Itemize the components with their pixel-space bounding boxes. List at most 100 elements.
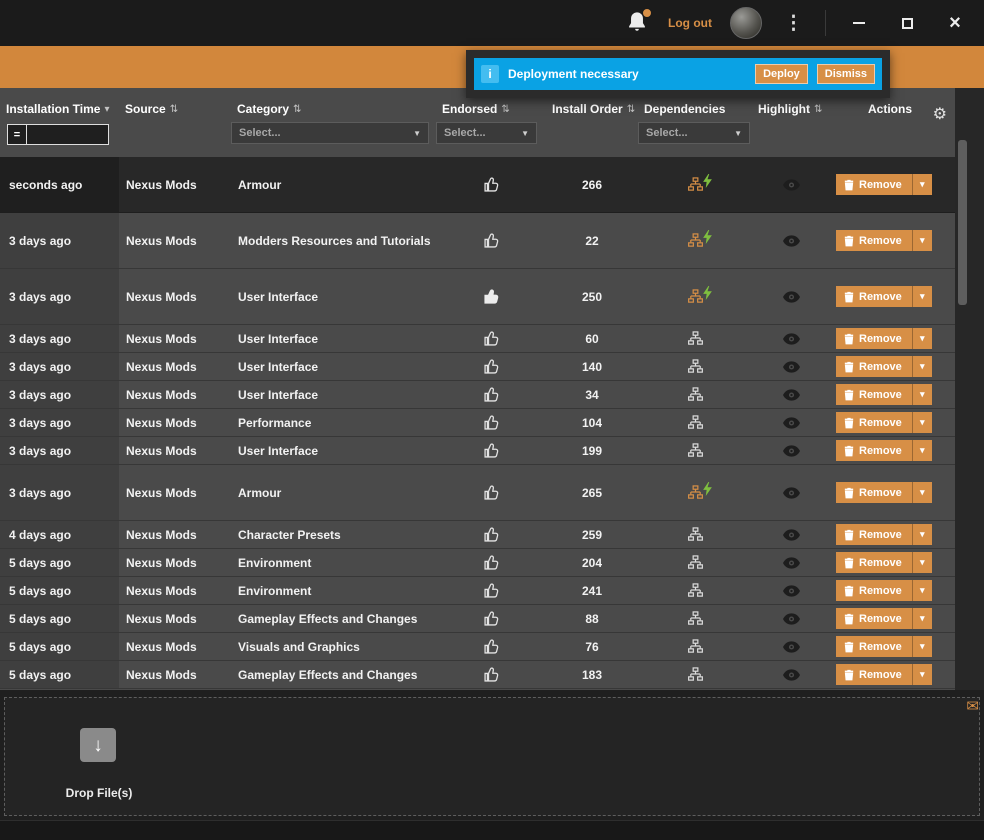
- menu-dots-button[interactable]: ⋮: [784, 12, 803, 34]
- remove-button[interactable]: Remove: [836, 412, 912, 433]
- endorsed-filter-select[interactable]: Select... ▼: [436, 122, 537, 144]
- remove-dropdown-caret[interactable]: ▾: [911, 356, 932, 377]
- dismiss-button[interactable]: Dismiss: [816, 64, 875, 84]
- dependencies-icon-button[interactable]: [687, 527, 703, 542]
- highlight-eye-button[interactable]: [782, 332, 800, 345]
- column-header-highlight[interactable]: Highlight ⇅: [752, 102, 830, 116]
- remove-button[interactable]: Remove: [836, 552, 912, 573]
- mod-table-row[interactable]: 5 days ago Nexus Mods Visuals and Graphi…: [0, 633, 955, 661]
- highlight-eye-button[interactable]: [782, 234, 800, 247]
- mod-table-row[interactable]: 5 days ago Nexus Mods Gameplay Effects a…: [0, 661, 955, 689]
- highlight-eye-button[interactable]: [782, 290, 800, 303]
- drop-files-zone[interactable]: ↓ Drop File(s): [4, 697, 980, 816]
- endorse-thumb-button[interactable]: [483, 289, 499, 304]
- scrollbar-thumb[interactable]: [958, 140, 967, 305]
- remove-button[interactable]: Remove: [836, 608, 912, 629]
- dependencies-filter-select[interactable]: Select... ▼: [638, 122, 750, 144]
- remove-button[interactable]: Remove: [836, 524, 912, 545]
- envelope-icon[interactable]: ✉: [966, 698, 979, 715]
- dependencies-icon-button[interactable]: [687, 583, 703, 598]
- remove-button[interactable]: Remove: [836, 580, 912, 601]
- remove-dropdown-caret[interactable]: ▾: [911, 230, 932, 251]
- gear-icon[interactable]: ⚙: [932, 106, 947, 123]
- endorse-thumb-button[interactable]: [483, 611, 499, 626]
- mod-table-row[interactable]: 3 days ago Nexus Mods Modders Resources …: [0, 213, 955, 269]
- endorse-thumb-button[interactable]: [483, 359, 499, 374]
- endorse-thumb-button[interactable]: [483, 415, 499, 430]
- endorse-thumb-button[interactable]: [483, 583, 499, 598]
- highlight-eye-button[interactable]: [782, 612, 800, 625]
- endorse-thumb-button[interactable]: [483, 639, 499, 654]
- deploy-button[interactable]: Deploy: [755, 64, 808, 84]
- column-header-installation-time[interactable]: Installation Time ▾: [0, 102, 119, 116]
- dependencies-icon-button[interactable]: [687, 230, 712, 248]
- highlight-eye-button[interactable]: [782, 178, 800, 191]
- endorse-thumb-button[interactable]: [483, 667, 499, 682]
- column-header-category[interactable]: Category ⇅: [231, 102, 436, 116]
- mod-table-row[interactable]: 3 days ago Nexus Mods User Interface 34: [0, 381, 955, 409]
- endorse-thumb-button[interactable]: [483, 527, 499, 542]
- mod-table-row[interactable]: 3 days ago Nexus Mods User Interface 140: [0, 353, 955, 381]
- remove-button[interactable]: Remove: [836, 664, 912, 685]
- dependencies-icon-button[interactable]: [687, 174, 712, 192]
- remove-button[interactable]: Remove: [836, 174, 912, 195]
- endorse-thumb-button[interactable]: [483, 555, 499, 570]
- remove-button[interactable]: Remove: [836, 328, 912, 349]
- remove-button[interactable]: Remove: [836, 384, 912, 405]
- dependencies-icon-button[interactable]: [687, 331, 703, 346]
- mod-table-row[interactable]: 3 days ago Nexus Mods User Interface 60: [0, 325, 955, 353]
- remove-dropdown-caret[interactable]: ▾: [911, 664, 932, 685]
- highlight-eye-button[interactable]: [782, 528, 800, 541]
- column-header-dependencies[interactable]: Dependencies: [638, 102, 752, 116]
- mod-table-row[interactable]: 3 days ago Nexus Mods Armour 265: [0, 465, 955, 521]
- mod-table-row[interactable]: 5 days ago Nexus Mods Environment 204: [0, 549, 955, 577]
- scrollbar-track[interactable]: [955, 88, 984, 690]
- maximize-button[interactable]: [892, 8, 922, 38]
- remove-button[interactable]: Remove: [836, 482, 912, 503]
- dependencies-icon-button[interactable]: [687, 667, 703, 682]
- endorse-thumb-button[interactable]: [483, 387, 499, 402]
- endorse-thumb-button[interactable]: [483, 485, 499, 500]
- highlight-eye-button[interactable]: [782, 416, 800, 429]
- dependencies-icon-button[interactable]: [687, 443, 703, 458]
- remove-button[interactable]: Remove: [836, 356, 912, 377]
- category-filter-select[interactable]: Select... ▼: [231, 122, 429, 144]
- remove-button[interactable]: Remove: [836, 230, 912, 251]
- column-header-install-order[interactable]: Install Order ⇅: [546, 102, 638, 116]
- remove-dropdown-caret[interactable]: ▾: [911, 286, 932, 307]
- dependencies-icon-button[interactable]: [687, 387, 703, 402]
- dependencies-icon-button[interactable]: [687, 359, 703, 374]
- column-header-endorsed[interactable]: Endorsed ⇅: [436, 102, 546, 116]
- endorse-thumb-button[interactable]: [483, 233, 499, 248]
- close-button[interactable]: ×: [949, 12, 961, 34]
- dependencies-icon-button[interactable]: [687, 611, 703, 626]
- remove-button[interactable]: Remove: [836, 636, 912, 657]
- highlight-eye-button[interactable]: [782, 584, 800, 597]
- endorse-thumb-button[interactable]: [483, 177, 499, 192]
- endorse-thumb-button[interactable]: [483, 443, 499, 458]
- highlight-eye-button[interactable]: [782, 444, 800, 457]
- mod-table-row[interactable]: 3 days ago Nexus Mods User Interface 250: [0, 269, 955, 325]
- mod-table-row[interactable]: 3 days ago Nexus Mods Performance 104: [0, 409, 955, 437]
- remove-dropdown-caret[interactable]: ▾: [911, 384, 932, 405]
- dependencies-icon-button[interactable]: [687, 482, 712, 500]
- remove-dropdown-caret[interactable]: ▾: [911, 328, 932, 349]
- highlight-eye-button[interactable]: [782, 388, 800, 401]
- avatar[interactable]: [730, 7, 762, 39]
- remove-dropdown-caret[interactable]: ▾: [911, 580, 932, 601]
- highlight-eye-button[interactable]: [782, 668, 800, 681]
- highlight-eye-button[interactable]: [782, 360, 800, 373]
- mod-table-row[interactable]: 3 days ago Nexus Mods User Interface 199: [0, 437, 955, 465]
- remove-dropdown-caret[interactable]: ▾: [911, 482, 932, 503]
- dependencies-icon-button[interactable]: [687, 555, 703, 570]
- column-header-source[interactable]: Source ⇅: [119, 102, 231, 116]
- minimize-button[interactable]: [844, 8, 874, 38]
- mod-table-row[interactable]: 5 days ago Nexus Mods Environment 241: [0, 577, 955, 605]
- remove-dropdown-caret[interactable]: ▾: [911, 174, 932, 195]
- remove-dropdown-caret[interactable]: ▾: [911, 440, 932, 461]
- logout-button[interactable]: Log out: [668, 16, 712, 30]
- remove-button[interactable]: Remove: [836, 286, 912, 307]
- remove-dropdown-caret[interactable]: ▾: [911, 636, 932, 657]
- filter-equals-toggle[interactable]: =: [7, 124, 27, 145]
- remove-dropdown-caret[interactable]: ▾: [911, 524, 932, 545]
